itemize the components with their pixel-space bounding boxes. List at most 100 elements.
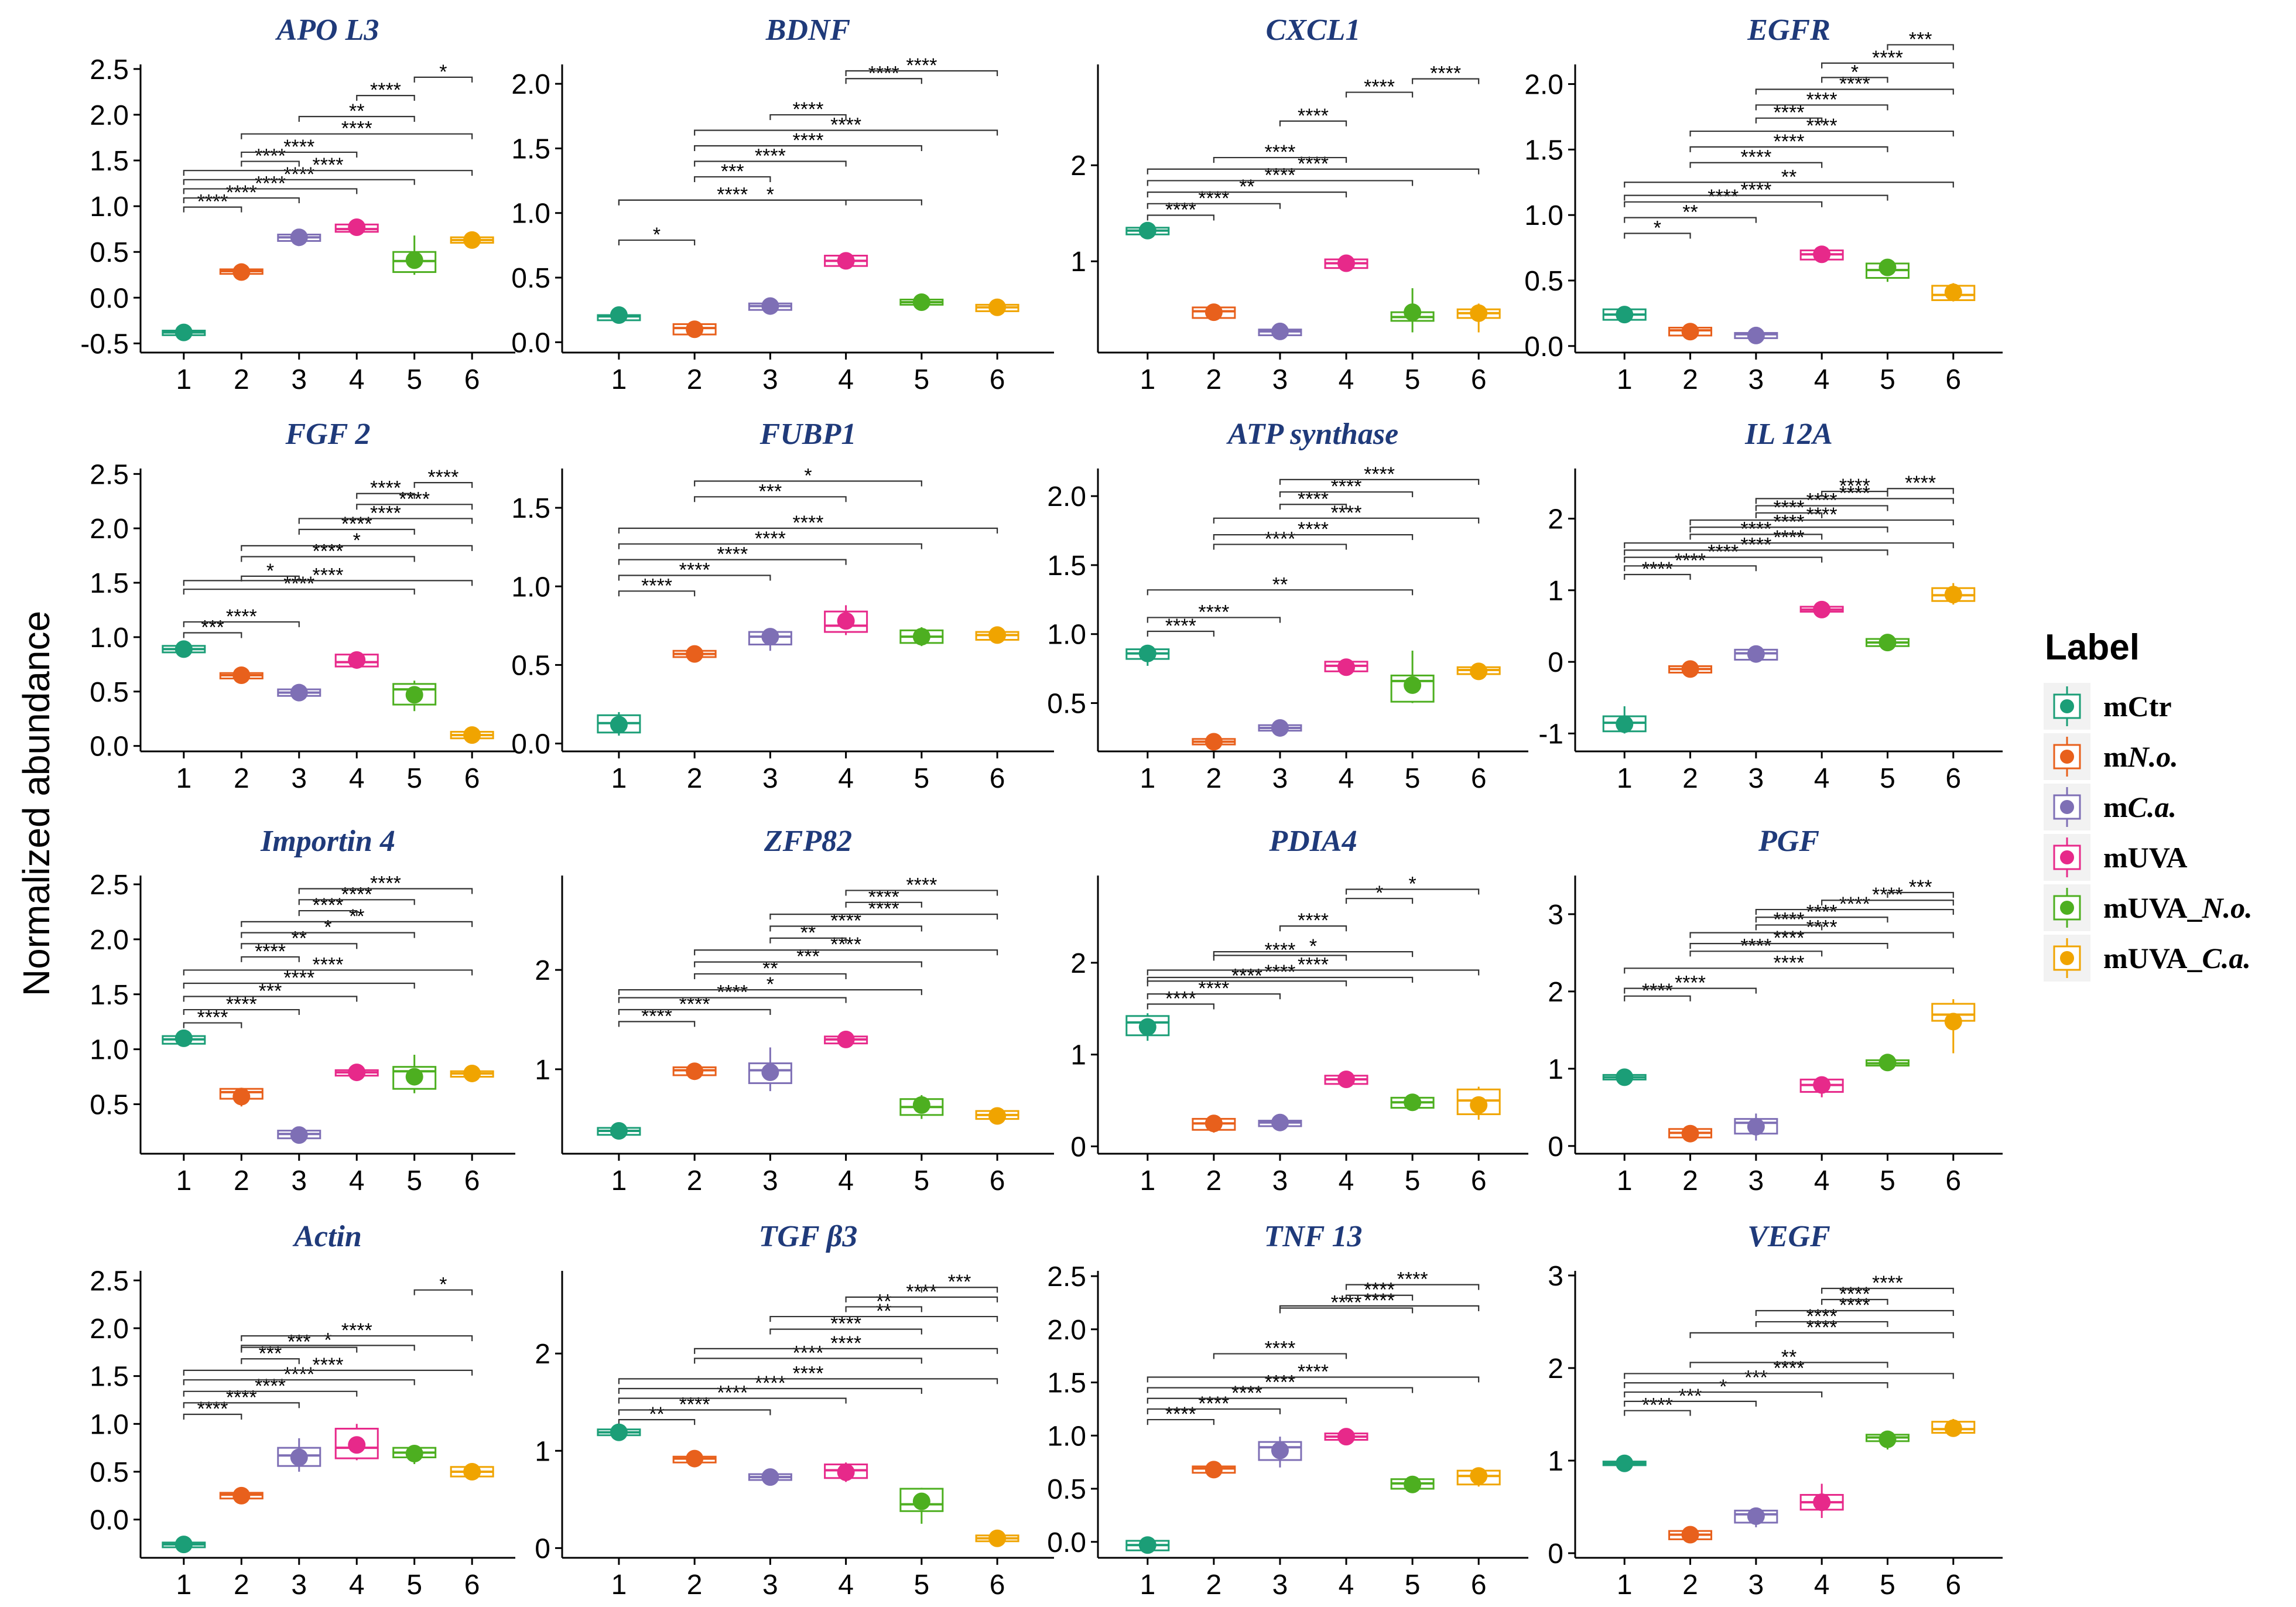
significance-label: **** [1165,615,1196,637]
y-tick-label: 3 [1548,900,1563,931]
significance-bracket [1147,617,1281,623]
data-point [761,1063,779,1081]
significance-bracket [769,925,922,932]
y-tick-label: 1.5 [90,980,129,1011]
significance-bracket [1412,78,1480,84]
significance-label: **** [197,191,228,213]
data-point [761,297,779,315]
significance-label: * [1309,935,1317,958]
significance-bracket [1755,1309,1954,1316]
x-tick-label: 6 [464,364,480,395]
significance-bracket [1147,168,1480,175]
significance-label: **** [283,1363,314,1386]
significance-label: **** [755,528,786,550]
significance-bracket [183,170,473,176]
significance-label: *** [1744,1366,1768,1389]
legend-label: mC.a. [2103,791,2177,823]
significance-label: **** [1774,526,1805,549]
y-tick-label: -0.5 [80,329,129,360]
x-tick-label: 4 [1339,1165,1354,1196]
significance-bracket [298,115,415,122]
significance-bracket [618,239,696,246]
legend-key [2044,834,2090,881]
x-tick-label: 4 [1814,763,1830,794]
significance-label: **** [255,1375,286,1397]
significance-bracket [618,559,847,565]
y-tick-label: 1.0 [90,1035,129,1066]
significance-bracket [241,956,300,962]
y-tick-label: 1 [535,1436,550,1467]
significance-bracket [183,589,415,595]
y-tick-label: 1.5 [511,493,550,524]
significance-bracket [694,949,998,956]
significance-bracket [1147,214,1214,221]
x-tick-label: 6 [990,1165,1005,1196]
x-tick-label: 1 [1140,364,1155,395]
x-tick-label: 5 [1405,1165,1421,1196]
significance-bracket [1821,900,1954,906]
significance-bracket [1147,969,1480,976]
significance-bracket [1689,526,1888,533]
significance-bracket [618,1409,771,1415]
significance-label: **** [1264,164,1295,186]
significance-label: *** [1909,28,1932,50]
significance-bracket [1147,993,1281,1000]
data-point [1337,1428,1356,1446]
significance-bracket [1213,517,1480,524]
data-point [1747,645,1765,663]
significance-bracket [1821,1287,1954,1294]
y-tick-label: 1.5 [1047,551,1086,582]
panel-title: PDIA4 [1268,825,1357,858]
data-point [1747,1117,1765,1136]
data-point [1271,322,1289,340]
significance-bracket [845,78,922,84]
significance-label: *** [948,1271,971,1293]
significance-label: **** [1264,961,1295,983]
data-point [463,1463,481,1481]
significance-label: ** [762,958,778,980]
significance-label: **** [793,1362,824,1384]
data-point [290,1126,308,1144]
x-tick-label: 1 [1617,1570,1633,1601]
legend-key [2044,683,2090,730]
x-tick-label: 6 [464,1165,480,1196]
data-point [463,1064,481,1082]
y-tick-label: 0 [1070,1131,1086,1162]
y-tick-label: 0 [1548,647,1563,678]
significance-bracket [618,199,922,206]
x-tick-label: 6 [990,1570,1005,1601]
x-tick-label: 1 [1140,1165,1155,1196]
x-tick-label: 5 [1880,1165,1895,1196]
significance-bracket [1624,549,1888,556]
significance-bracket [1147,1418,1214,1425]
significance-bracket [241,160,300,167]
legend-item: mUVA_C.a. [2044,933,2253,983]
significance-label: **** [1642,980,1673,1002]
significance-label: **** [1264,1338,1295,1360]
significance-bracket [1345,91,1414,98]
significance-bracket [183,1022,242,1028]
significance-label: **** [1905,472,1936,494]
y-tick-label: 1.5 [90,568,129,599]
x-tick-label: 5 [1880,1570,1895,1601]
x-tick-label: 4 [1339,763,1354,794]
data-point [837,612,855,630]
significance-bracket [845,901,922,908]
data-point [1138,1018,1156,1036]
data-point [1681,660,1699,678]
data-point [1337,658,1356,676]
significance-bracket [694,480,922,487]
y-tick-label: 0.5 [1524,266,1563,297]
significance-bracket [618,575,771,581]
y-tick-label: 2.0 [90,100,129,131]
y-tick-label: 1.0 [90,1409,129,1440]
x-tick-label: 2 [687,364,703,395]
x-tick-label: 2 [234,1570,249,1601]
x-tick-label: 6 [1471,1165,1487,1196]
significance-label: **** [1872,1272,1903,1294]
significance-bracket [694,961,922,967]
x-tick-label: 2 [1206,763,1222,794]
